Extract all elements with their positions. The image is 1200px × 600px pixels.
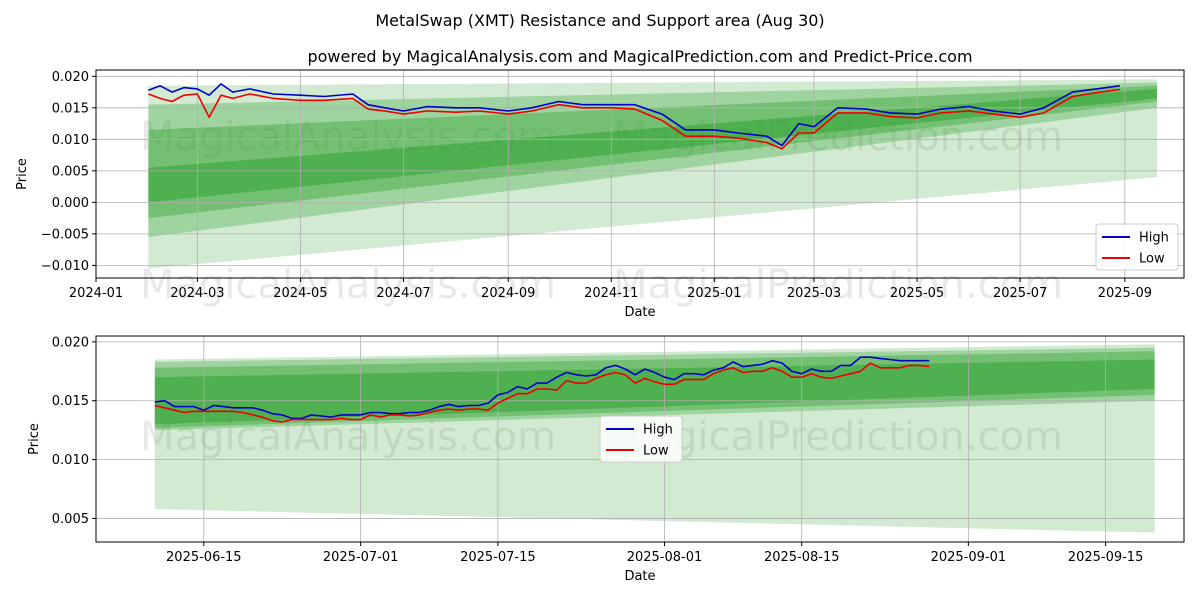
x-tick-label: 2025-07-01 <box>323 550 399 565</box>
chart-panel-1: MagicalAnalysis.comMagicalAnalysis.comMa… <box>15 69 1185 320</box>
x-tick-label: 2025-08-01 <box>627 550 703 565</box>
y-tick-label: 0.000 <box>52 196 89 211</box>
plot-frame <box>95 69 1185 279</box>
series-line-high <box>154 356 930 420</box>
y-axis-label: Price <box>15 158 30 190</box>
chart-title: MetalSwap (XMT) Resistance and Support a… <box>375 11 824 30</box>
x-tick-label: 2025-07-15 <box>460 550 536 565</box>
y-tick-label: −0.005 <box>41 227 89 242</box>
legend-label-low: Low <box>643 444 669 459</box>
x-tick-label: 2024-05 <box>273 286 327 301</box>
x-tick-label: 2025-06-15 <box>166 550 242 565</box>
series-line-high <box>148 83 1120 147</box>
y-tick-label: −0.010 <box>41 259 89 274</box>
x-tick-label: 2024-09 <box>481 286 535 301</box>
legend-label-high: High <box>643 423 673 438</box>
x-tick-label: 2025-09-15 <box>1068 550 1144 565</box>
legend: High Low <box>1095 223 1179 271</box>
x-tick-label: 2025-08-15 <box>764 550 840 565</box>
band-1 <box>148 79 1157 269</box>
y-tick-label: 0.020 <box>52 70 89 85</box>
chart-panel-2: MagicalAnalysis.com MagicalPrediction.com… <box>27 335 1185 584</box>
x-tick-label: 2025-03 <box>787 286 841 301</box>
series-line-low <box>154 362 930 423</box>
support-resistance-area <box>154 344 1155 533</box>
x-tick-label: 2024-11 <box>584 286 638 301</box>
x-axis-label: Date <box>624 569 655 584</box>
x-tick-label: 2025-09-01 <box>931 550 1007 565</box>
watermark-text: MagicalPrediction.com <box>613 414 1063 460</box>
watermark-text: MagicalPrediction.com <box>613 262 1063 308</box>
legend: High Low <box>599 415 683 463</box>
y-tick-label: 0.020 <box>52 335 89 350</box>
y-tick-label: 0.010 <box>52 453 89 468</box>
x-tick-label: 2024-03 <box>170 286 224 301</box>
watermark-text: MagicalAnalysis.com <box>140 262 556 308</box>
x-tick-label: 2025-09 <box>1098 286 1152 301</box>
band-4 <box>154 359 1155 425</box>
plot-frame <box>95 335 1185 543</box>
y-axis-label: Price <box>27 423 42 455</box>
y-tick-label: 0.010 <box>52 133 89 148</box>
x-axis-label: Date <box>624 305 655 320</box>
support-resistance-area <box>148 79 1157 269</box>
legend-label-high: High <box>1139 231 1169 246</box>
x-tick-label: 2025-01 <box>687 286 741 301</box>
series-line-low <box>148 88 1120 150</box>
x-tick-label: 2025-05 <box>890 286 944 301</box>
y-tick-label: 0.015 <box>52 394 89 409</box>
x-tick-label: 2024-01 <box>69 286 123 301</box>
x-tick-label: 2024-07 <box>376 286 430 301</box>
y-tick-label: 0.005 <box>52 164 89 179</box>
y-tick-label: 0.005 <box>52 512 89 527</box>
legend-label-low: Low <box>1139 252 1165 267</box>
x-tick-label: 2025-07 <box>993 286 1047 301</box>
chart-subtitle: powered by MagicalAnalysis.com and Magic… <box>307 47 972 66</box>
y-tick-label: 0.015 <box>52 101 89 116</box>
